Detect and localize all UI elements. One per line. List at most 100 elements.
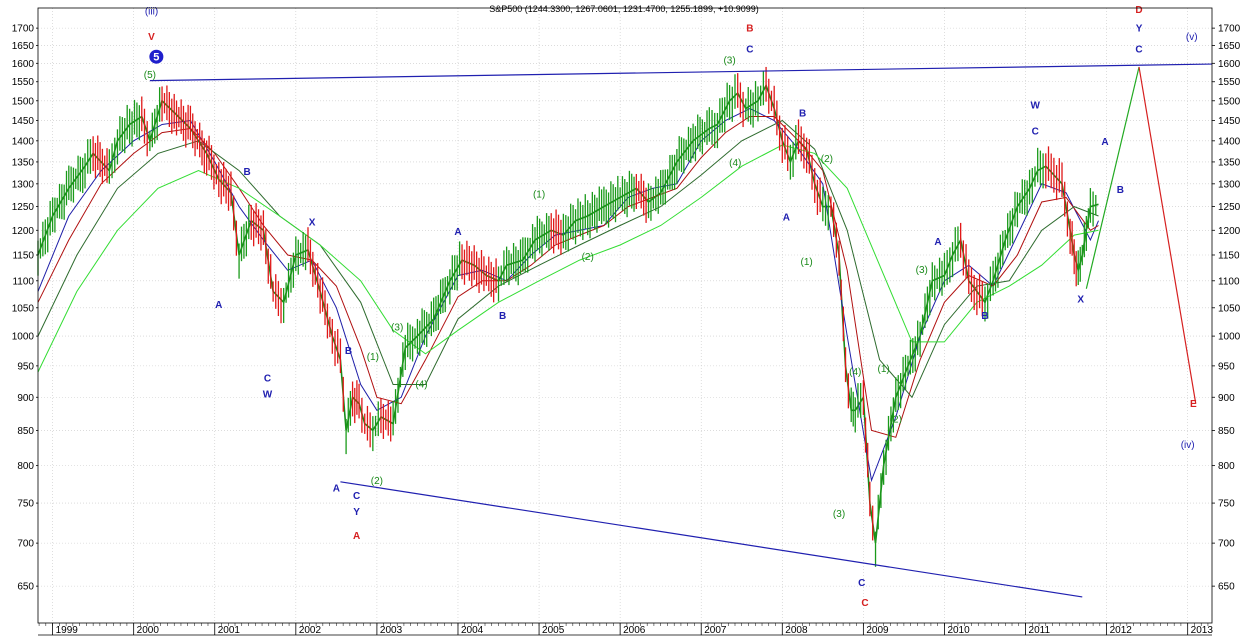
y-tick-label-left: 1650 — [12, 41, 35, 52]
wave-label: A — [934, 237, 941, 248]
wave-label: (3) — [723, 55, 735, 66]
y-tick-label-right: 1400 — [1218, 136, 1241, 147]
y-tick-label-right: 800 — [1218, 461, 1235, 472]
x-tick-label: 2012 — [1110, 625, 1133, 636]
y-tick-label-right: 700 — [1218, 539, 1235, 550]
wave-label: D — [1135, 5, 1142, 16]
x-tick-label: 2009 — [866, 625, 889, 636]
wave-label: (5) — [144, 70, 156, 81]
wave-label: A — [333, 484, 340, 495]
wave-label: (1) — [800, 257, 812, 268]
wave-label: B — [499, 311, 506, 322]
x-tick-label: 2010 — [947, 625, 970, 636]
wave-label: (2) — [371, 476, 383, 487]
trendline-1 — [149, 63, 1213, 82]
y-tick-label-left: 1000 — [12, 332, 35, 343]
grid — [38, 8, 1212, 623]
trendline-layer — [149, 63, 1213, 598]
projection-line-1 — [1085, 66, 1140, 289]
wave-label: (3) — [391, 322, 403, 333]
wave-label: A — [353, 531, 360, 542]
wave-label: X — [309, 217, 316, 228]
x-tick-label: 2008 — [785, 625, 808, 636]
wave-label: (3) — [833, 509, 845, 520]
y-tick-label-right: 1200 — [1218, 226, 1241, 237]
x-tick-label: 2002 — [299, 625, 322, 636]
wave-label: (v) — [1186, 32, 1198, 43]
wave-label: (4) — [415, 380, 427, 391]
wave-label: (3) — [916, 265, 928, 276]
y-tick-label-left: 1200 — [12, 226, 35, 237]
x-tick-label: 2013 — [1191, 625, 1214, 636]
y-tick-label-right: 1050 — [1218, 303, 1241, 314]
x-tick-label: 2000 — [137, 625, 160, 636]
x-tick-label: 2003 — [380, 625, 403, 636]
y-tick-label-left: 800 — [17, 461, 34, 472]
wave-badge-label: 5 — [153, 52, 159, 64]
y-tick-label-left: 1300 — [12, 179, 35, 190]
wave-label: B — [345, 346, 352, 357]
y-tick-label-left: 1350 — [12, 157, 35, 168]
y-tick-label-right: 1700 — [1218, 24, 1241, 35]
y-tick-label-left: 900 — [17, 393, 34, 404]
wave-label: C — [858, 578, 865, 589]
axis-layer: 650 650 700 700 750 750 800 800 850 850 900 900 950 9… — [12, 7, 1241, 636]
wave-label: B — [1117, 185, 1124, 196]
wave-label: (iii) — [145, 7, 158, 18]
y-tick-label-left: 1150 — [12, 250, 34, 261]
wave-label: B — [799, 108, 806, 119]
wave-label: (4) — [729, 158, 741, 169]
x-tick-label: 2001 — [218, 625, 241, 636]
y-tick-label-left: 950 — [17, 361, 34, 372]
y-tick-label-right: 1250 — [1218, 202, 1241, 213]
wave-label: (4) — [849, 367, 861, 378]
wave-label: (2) — [582, 252, 594, 263]
y-tick-label-right: 950 — [1218, 361, 1235, 372]
wave-label: A — [1101, 137, 1108, 148]
wave-label: C — [264, 373, 271, 384]
projection-line-2 — [1138, 66, 1197, 404]
y-tick-label-left: 1050 — [12, 303, 35, 314]
y-tick-label-right: 1450 — [1218, 116, 1241, 127]
wave-label: V — [148, 32, 155, 43]
x-tick-label: 2005 — [542, 625, 565, 636]
y-tick-label-right: 1100 — [1218, 276, 1240, 287]
wave-label: B — [244, 167, 251, 178]
wave-badge — [149, 49, 164, 64]
y-tick-label-right: 650 — [1218, 582, 1235, 593]
wave-label: Y — [353, 507, 360, 518]
series-line-4 — [37, 119, 1099, 399]
y-tick-label-right: 1300 — [1218, 179, 1241, 190]
y-tick-label-right: 1550 — [1218, 77, 1241, 88]
y-tick-label-right: 850 — [1218, 426, 1235, 437]
wave-label: X — [1077, 294, 1084, 305]
y-tick-label-right: 1350 — [1218, 157, 1241, 168]
wave-label: C — [746, 45, 753, 56]
wave-label: (2) — [890, 414, 902, 425]
wave-label: B — [746, 24, 753, 35]
wave-label: B — [981, 311, 988, 322]
y-tick-label-right: 750 — [1218, 499, 1235, 510]
wave-label: C — [861, 598, 868, 609]
wave-label: Y — [1136, 24, 1143, 35]
y-tick-label-left: 1250 — [12, 202, 35, 213]
y-tick-label-left: 700 — [17, 539, 34, 550]
y-tick-label-left: 1600 — [12, 59, 35, 70]
series-layer — [37, 66, 1099, 567]
x-tick-label: 2011 — [1029, 625, 1051, 636]
y-tick-label-right: 1150 — [1218, 250, 1240, 261]
series-line-2 — [37, 108, 1099, 483]
y-tick-label-left: 650 — [17, 582, 34, 593]
wave-label: (1) — [533, 189, 545, 200]
series-line-5 — [37, 144, 1099, 373]
wave-label: E — [1190, 399, 1197, 410]
trendline-2 — [340, 481, 1083, 598]
y-tick-label-left: 1100 — [12, 276, 34, 287]
wave-label: W — [263, 389, 273, 400]
x-tick-label: 2007 — [704, 625, 727, 636]
wave-label: (1) — [367, 352, 379, 363]
y-tick-label-left: 1450 — [12, 116, 35, 127]
plot-frame — [37, 7, 1213, 624]
